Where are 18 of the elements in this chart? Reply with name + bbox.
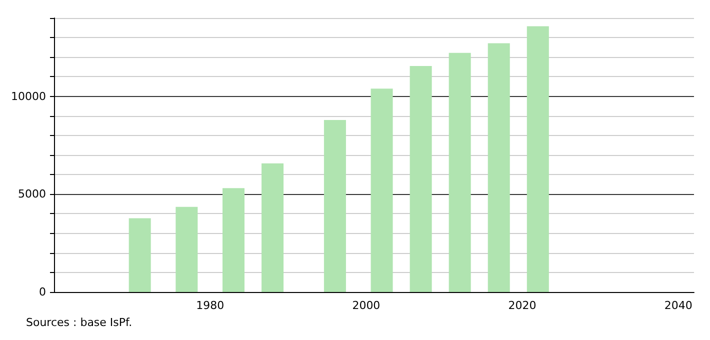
bar <box>128 218 151 292</box>
y-tick-label: 5000 <box>18 188 46 201</box>
source-note: Sources : base IsPf. <box>26 316 132 329</box>
bar <box>262 163 284 292</box>
bar <box>176 206 198 292</box>
x-tick-label: 2020 <box>508 299 536 312</box>
bar <box>448 52 471 292</box>
bar <box>222 188 245 292</box>
y-tick-label: 0 <box>38 286 46 298</box>
bar <box>324 120 346 292</box>
bar <box>370 88 393 292</box>
x-tick-label: 2000 <box>352 299 380 312</box>
x-tick-label: 2040 <box>664 299 692 312</box>
x-tick-label: 1980 <box>196 299 224 312</box>
y-tick-label: 10000 <box>10 90 46 103</box>
bar <box>410 66 432 292</box>
bar <box>488 43 510 292</box>
bar <box>526 26 549 292</box>
